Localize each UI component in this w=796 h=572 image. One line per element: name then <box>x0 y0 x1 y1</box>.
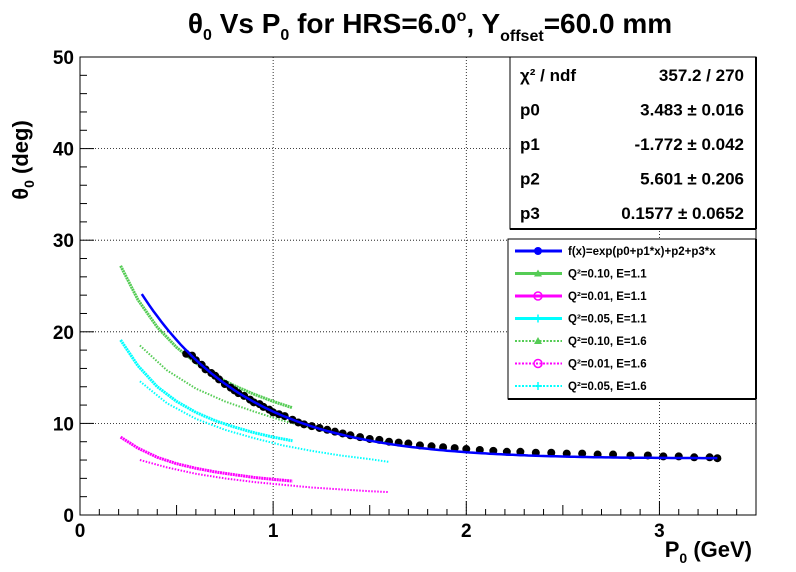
x-tick-label: 1 <box>268 521 279 542</box>
stats-name: p2 <box>520 170 540 189</box>
data-point <box>578 449 587 458</box>
stats-name: p1 <box>520 135 540 154</box>
x-tick-label: 3 <box>654 521 665 542</box>
y-tick-label: 40 <box>53 140 74 161</box>
legend-label: f(x)=exp(p0+p1*x)+p2+p3*x <box>568 246 716 258</box>
legend-label: Q²=0.10, E=1.1 <box>568 269 647 281</box>
stats-value: -1.772 ± 0.042 <box>634 135 744 154</box>
legend-marker <box>533 358 543 369</box>
stats-name: p0 <box>520 101 540 120</box>
stats-name: p3 <box>520 204 540 223</box>
legend-label: Q²=0.10, E=1.6 <box>568 336 647 348</box>
curve-q2-001-e16 <box>139 459 390 494</box>
stats-value: 357.2 / 270 <box>659 66 744 85</box>
legend-marker <box>534 247 542 255</box>
fit-line <box>140 293 718 460</box>
legend-label: Q²=0.01, E=1.6 <box>568 359 647 371</box>
stats-value: 5.601 ± 0.206 <box>640 170 744 189</box>
y-tick-label: 0 <box>63 506 74 527</box>
fit-curve <box>140 293 718 460</box>
chart-title: θ0 Vs P0 for HRS=6.0o, Yoffset=60.0 mm <box>188 8 672 45</box>
legend-marker <box>534 269 542 277</box>
y-tick-label: 50 <box>53 48 74 69</box>
y-axis-label: θ0 (deg) <box>8 120 37 200</box>
curve-q2-005-e11 <box>119 339 293 443</box>
legend-label: Q²=0.05, E=1.1 <box>568 314 647 326</box>
curve-q2-005-e16 <box>139 380 390 463</box>
stats-name: χ² / ndf <box>520 66 576 85</box>
y-tick-label: 20 <box>53 323 74 344</box>
y-tick-label: 10 <box>53 414 74 435</box>
legend: f(x)=exp(p0+p1*x)+p2+p3*x Q²=0.10, E=1.1 Q… <box>507 238 757 400</box>
curve-q2-001-e11 <box>119 435 293 483</box>
curve-q2-010-e16 <box>139 344 390 444</box>
mc-curves <box>119 265 390 494</box>
legend-marker <box>534 337 542 344</box>
legend-label: Q²=0.01, E=1.1 <box>568 291 647 303</box>
x-tick-label: 2 <box>461 521 472 542</box>
curve-q2-010-e11 <box>119 265 293 410</box>
x-tick-label: 0 <box>75 521 86 542</box>
y-tick-label: 30 <box>53 231 74 252</box>
data-point <box>659 452 668 461</box>
legend-label: Q²=0.05, E=1.6 <box>568 381 647 393</box>
data-point <box>547 448 556 457</box>
stats-box: χ² / ndf 357.2 / 270 p0 3.483 ± 0.016 p1 -1.7… <box>509 56 757 230</box>
data-point <box>516 447 525 456</box>
stats-value: 0.1577 ± 0.0652 <box>621 204 744 223</box>
stats-value: 3.483 ± 0.016 <box>640 101 744 120</box>
legend-marker <box>533 291 543 301</box>
x-axis-label: P0 (GeV) <box>665 537 752 566</box>
